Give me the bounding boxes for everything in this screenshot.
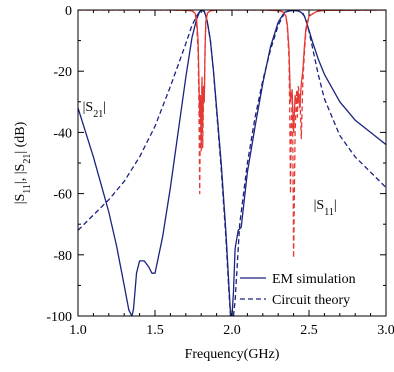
plot-frame: [78, 10, 386, 316]
ticks-layer: [78, 10, 386, 316]
series-s21_em: [78, 11, 386, 316]
series-s21_ct: [78, 11, 386, 316]
annotation-s21: |S21|: [83, 100, 106, 120]
y-tick-label: -20: [53, 65, 72, 80]
y-tick-label: 0: [65, 4, 72, 19]
series-s11_ct: [78, 10, 386, 258]
x-axis-title: Frequency(GHz): [185, 347, 280, 362]
x-tick-label: 2.5: [300, 323, 318, 338]
y-axis-title: |S11|, |S21| (dB): [13, 121, 33, 204]
y-tick-label: -100: [46, 310, 72, 325]
x-tick-label: 1.5: [146, 323, 164, 338]
legend-label-0: EM simulation: [272, 272, 356, 287]
labels-layer: 1.0 1.5 2.0 2.5 3.0 0 -20 -40 -60 -80 -100: [46, 4, 394, 338]
annotations-layer: |S21| |S11|: [83, 100, 337, 217]
y-tick-label: -60: [53, 188, 72, 203]
x-tick-label: 1.0: [69, 323, 87, 338]
annotation-s11: |S11|: [314, 198, 337, 218]
series-s11_em: [78, 10, 386, 151]
y-tick-label: -40: [53, 126, 72, 141]
x-tick-label: 3.0: [377, 323, 394, 338]
x-tick-label: 2.0: [223, 323, 241, 338]
legend-label-1: Circuit theory: [272, 293, 350, 308]
y-tick-label: -80: [53, 249, 72, 264]
legend: EM simulation Circuit theory: [240, 272, 356, 308]
series-layer: [78, 10, 386, 316]
